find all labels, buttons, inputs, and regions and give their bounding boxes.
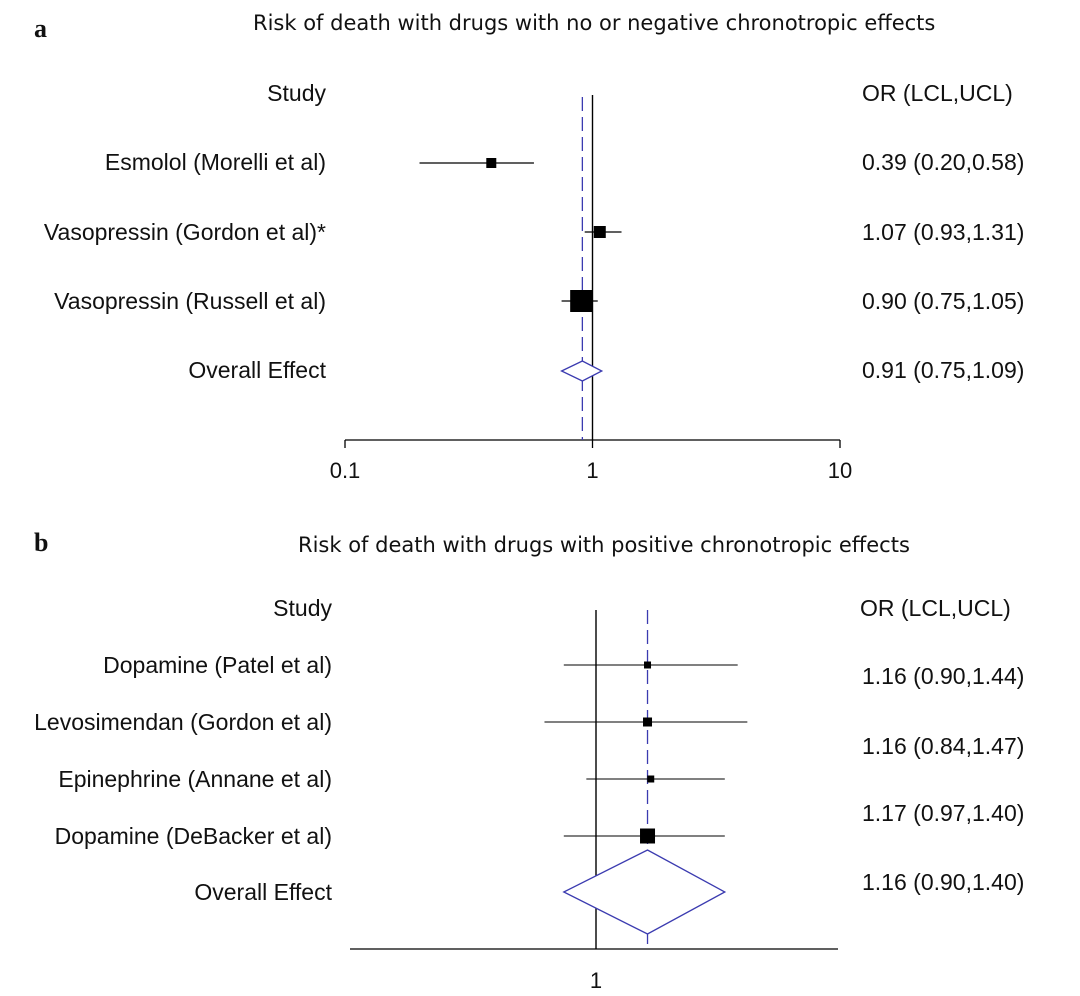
study-estimate-marker: [643, 717, 653, 727]
panel-b-overall-value: 1.16 (0.90,1.40): [862, 869, 1025, 895]
panel-b-study-label: Dopamine (DeBacker et al): [54, 823, 332, 849]
x-tick-label: 1: [590, 968, 602, 993]
panel-b-study-header: Study: [273, 595, 332, 621]
panel-a-plot: 0.1 1 10: [330, 95, 852, 483]
panel-b-overall-label: Overall Effect: [194, 879, 332, 905]
panel-a-study-header: Study: [267, 80, 326, 106]
x-tick-label: 0.1: [330, 458, 361, 483]
study-estimate-marker: [593, 226, 606, 238]
x-tick-label: 10: [828, 458, 852, 483]
panel-a-overall-label: Overall Effect: [188, 357, 326, 383]
panel-b-study-label: Epinephrine (Annane et al): [58, 766, 332, 792]
overall-effect-diamond: [560, 360, 604, 382]
panel-b-or-value: 1.16 (0.90,1.44): [862, 663, 1025, 689]
panel-b-or-value: 1.17 (0.97,1.40): [862, 800, 1025, 826]
panel-a-study-label: Vasopressin (Gordon et al)*: [43, 219, 326, 245]
study-estimate-marker: [640, 828, 656, 844]
panel-a-or-header: OR (LCL,UCL): [862, 80, 1013, 106]
panel-b-or-value: 1.16 (0.84,1.47): [862, 733, 1025, 759]
study-estimate-marker: [644, 661, 652, 669]
panel-b-study-label: Dopamine (Patel et al): [103, 652, 332, 678]
panel-a-or-value: 0.39 (0.20,0.58): [862, 149, 1025, 175]
panel-b-letter: b: [34, 528, 49, 557]
panel-a-letter: a: [34, 14, 47, 43]
panel-b-or-header: OR (LCL,UCL): [860, 595, 1011, 621]
panel-b-plot: 1: [350, 610, 838, 993]
panel-a-study-label: Esmolol (Morelli et al): [104, 149, 326, 175]
panel-b-title: Risk of death with drugs with positive c…: [298, 533, 910, 557]
study-estimate-marker: [486, 158, 497, 168]
overall-effect-diamond: [562, 849, 727, 935]
study-estimate-marker: [570, 290, 593, 312]
x-tick-label: 1: [586, 458, 598, 483]
panel-b-study-label: Levosimendan (Gordon et al): [34, 709, 332, 735]
panel-a-study-label: Vasopressin (Russell et al): [54, 288, 326, 314]
panel-a-or-value: 0.90 (0.75,1.05): [862, 288, 1025, 314]
panel-a-or-value: 1.07 (0.93,1.31): [862, 219, 1025, 245]
study-estimate-marker: [647, 775, 655, 783]
panel-a-overall-value: 0.91 (0.75,1.09): [862, 357, 1025, 383]
panel-a-title: Risk of death with drugs with no or nega…: [253, 11, 936, 35]
